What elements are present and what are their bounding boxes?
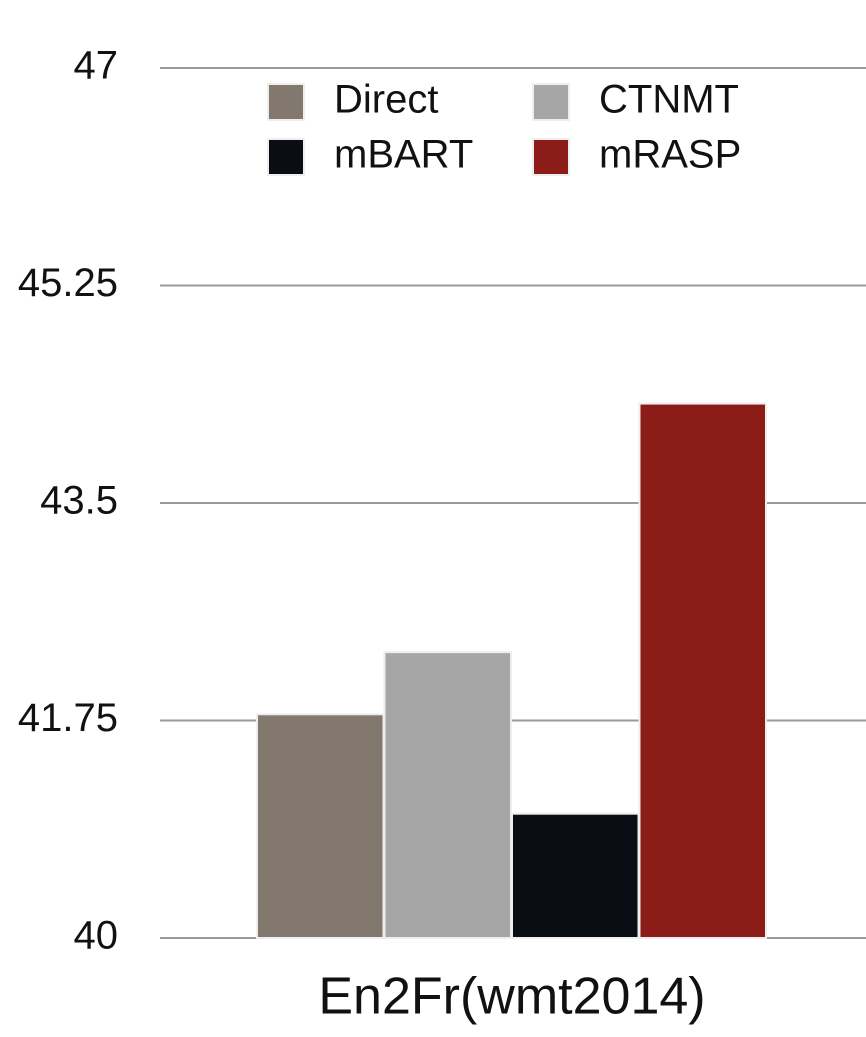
legend-swatch bbox=[532, 138, 570, 176]
y-tick-label: 40 bbox=[74, 914, 119, 958]
legend-label: CTNMT bbox=[599, 78, 739, 122]
y-tick-label: 45.25 bbox=[18, 261, 118, 305]
y-tick-label: 41.75 bbox=[18, 696, 118, 740]
legend-swatch bbox=[267, 138, 305, 176]
x-tick-label: En2Fr(wmt2014) bbox=[318, 968, 705, 1026]
bar bbox=[511, 812, 640, 940]
legend-swatch bbox=[267, 83, 305, 121]
bar bbox=[638, 402, 767, 940]
y-tick-label: 47 bbox=[74, 44, 119, 88]
y-tick-label: 43.5 bbox=[40, 479, 118, 523]
legend-label: mRASP bbox=[599, 133, 741, 177]
legend-swatch bbox=[532, 83, 570, 121]
bar bbox=[383, 651, 512, 940]
bar bbox=[256, 713, 385, 939]
legend-label: mBART bbox=[334, 133, 473, 177]
legend-label: Direct bbox=[334, 78, 438, 122]
